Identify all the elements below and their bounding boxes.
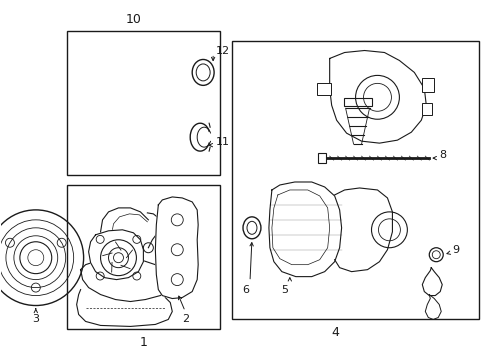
Text: 6: 6 (242, 285, 249, 294)
Bar (66, 31, 220, 175)
Polygon shape (88, 230, 143, 280)
Bar (343, 98, 371, 106)
Bar (316, 84, 330, 95)
Bar (317, 153, 325, 163)
Polygon shape (268, 182, 341, 276)
Bar (422, 78, 433, 92)
Polygon shape (329, 50, 426, 143)
Text: 12: 12 (216, 45, 230, 55)
Polygon shape (155, 197, 198, 298)
Text: 11: 11 (216, 137, 230, 147)
Text: 9: 9 (451, 245, 458, 255)
Text: 8: 8 (438, 150, 446, 160)
Bar (232, 41, 478, 319)
Text: 2: 2 (182, 315, 188, 324)
Text: 1: 1 (139, 336, 147, 350)
Text: 10: 10 (125, 13, 141, 26)
Bar (66, 185, 220, 329)
Text: 3: 3 (32, 315, 39, 324)
Text: 7: 7 (394, 110, 401, 120)
Text: 4: 4 (331, 327, 339, 339)
Text: 5: 5 (281, 285, 288, 294)
Bar (422, 103, 431, 115)
